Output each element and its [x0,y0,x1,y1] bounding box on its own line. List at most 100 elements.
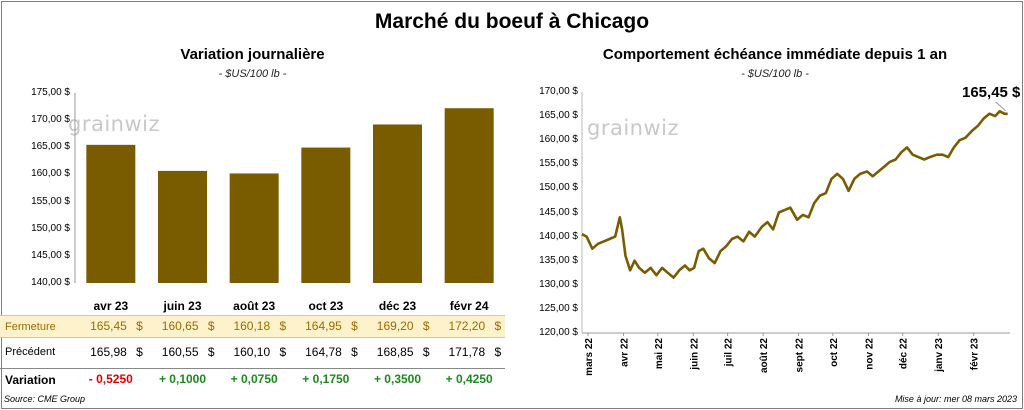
right-subtitle: Comportement échéance immédiate depuis 1… [602,46,948,63]
row-change: Variation [0,368,505,391]
cell-value: 160,65 [161,319,199,333]
y-tick-label: 160,00 $ [539,134,578,146]
line-chart: mars 22 avr 22 mai 22 juin 22 juil 22 août 22… [581,92,1010,376]
table-cell-prev: 160,55 $ [143,341,223,364]
last-value-label: 165,45 $ [962,84,1021,101]
cell-value: + 0,0750 [230,372,278,386]
table-cell-change: + 0,1000 [143,368,223,391]
cell-value: 172,20 [448,319,486,333]
x-tick-label: juin 22 [689,338,700,371]
cell-currency: $ [494,319,502,333]
cell-value: 160,18 [233,319,271,333]
y-tick-label: 165,00 $ [31,141,70,153]
cell-value: + 0,1750 [302,372,350,386]
table-cell-close: 165,45 $ [71,315,151,338]
category-label: févr 24 [449,299,489,313]
y-tick-label: 170,00 $ [31,114,70,126]
update-note: Mise à jour: mer 08 mars 2023 [894,394,1017,404]
y-tick-label: 125,00 $ [539,302,578,314]
table-cell-change: + 0,3500 [358,368,438,391]
bar-déc 23 [373,124,422,283]
category-label: déc 23 [378,299,417,313]
x-tick-label: avr 22 [619,338,630,367]
x-tick-label: janv 23 [934,338,945,373]
cell-value: 165,98 [90,345,127,359]
left-unit: - $US/100 lb - [218,68,287,80]
table-cell-change: - 0,5250 [71,368,151,391]
cell-currency: $ [136,319,143,333]
cell-value: 169,20 [376,319,414,333]
cell-value: 160,55 [161,345,199,359]
cell-value: 164,95 [305,319,342,333]
table-cell-prev: 164,78 $ [286,341,366,364]
x-tick-label: déc 22 [899,338,910,370]
cell-value: 164,78 [305,345,342,359]
x-tick-label: oct 22 [829,338,840,367]
cell-value: 165,45 [90,319,127,333]
y-tick-label: 155,00 $ [539,158,578,170]
row-prev-label: Précédent [5,346,56,358]
x-tick-label: févr 23 [970,338,981,371]
y-tick-label: 145,00 $ [539,206,578,218]
x-tick-label: mai 22 [654,338,665,370]
right-watermark: grainwiz [587,116,680,140]
cell-currency: $ [494,345,502,359]
y-tick-label: 165,00 $ [539,110,578,122]
y-tick-label: 175,00 $ [31,87,70,98]
table-cell-close: 160,18 $ [214,315,294,338]
table-cell-prev: 165,98 $ [71,341,151,364]
table-cell-prev: 171,78 $ [429,341,509,364]
table-cell-close: 164,95 $ [286,315,366,338]
category-label: juin 23 [163,299,202,313]
y-tick-label: 160,00 $ [31,168,70,180]
bar-chart [74,93,494,283]
y-tick-label: 130,00 $ [539,278,578,290]
bar-juin 23 [158,170,207,283]
table-cell-close: 172,20 $ [429,315,509,338]
bar-févr 24 [444,108,494,283]
cell-value: + 0,4250 [445,372,493,386]
y-tick-label: 120,00 $ [539,327,578,338]
cell-value: 168,85 [376,345,414,359]
table-cell-prev: 168,85 $ [358,341,438,364]
row-change-label: Variation [5,373,56,387]
cell-value: + 0,1000 [158,372,207,386]
bar-août 23 [229,173,279,283]
cell-currency: $ [207,345,215,359]
y-tick-label: 140,00 $ [539,230,578,242]
x-tick-label: juil 22 [724,338,735,368]
y-tick-label: 135,00 $ [539,254,578,266]
cell-currency: $ [422,345,430,359]
left-subtitle: Variation journalière [180,46,325,63]
category-label: août 23 [233,299,276,313]
cell-value: + 0,3500 [373,372,422,386]
y-tick-label: 145,00 $ [31,249,70,261]
table-cell-change: + 0,0750 [214,368,294,391]
y-tick-label: 150,00 $ [31,222,70,234]
cell-currency: $ [351,319,358,333]
table-cell-change: + 0,4250 [429,368,509,391]
x-tick-label: nov 22 [864,338,875,370]
cell-currency: $ [422,319,430,333]
cell-value: - 0,5250 [88,372,133,386]
y-tick-label: 155,00 $ [31,195,70,207]
table-cell-change: + 0,1750 [286,368,366,391]
left-watermark: grainwiz [68,112,161,136]
main-title: Marché du boeuf à Chicago [374,10,650,33]
category-label: oct 23 [308,299,344,313]
cell-currency: $ [279,319,287,333]
y-tick-label: 140,00 $ [31,277,70,288]
price-series-line [581,110,1008,279]
row-close: Fermeture [0,315,505,338]
last-value-leader [995,101,1007,112]
x-tick-label: sept 22 [795,338,806,373]
bar-oct 23 [301,147,351,283]
x-tick-label: mars 22 [584,338,595,376]
table-cell-close: 169,20 $ [358,315,438,338]
y-tick-label: 150,00 $ [539,182,578,194]
cell-currency: $ [136,345,143,359]
row-close-label: Fermeture [5,321,56,333]
cell-value: 171,78 [448,345,486,359]
category-label: avr 23 [93,299,129,313]
